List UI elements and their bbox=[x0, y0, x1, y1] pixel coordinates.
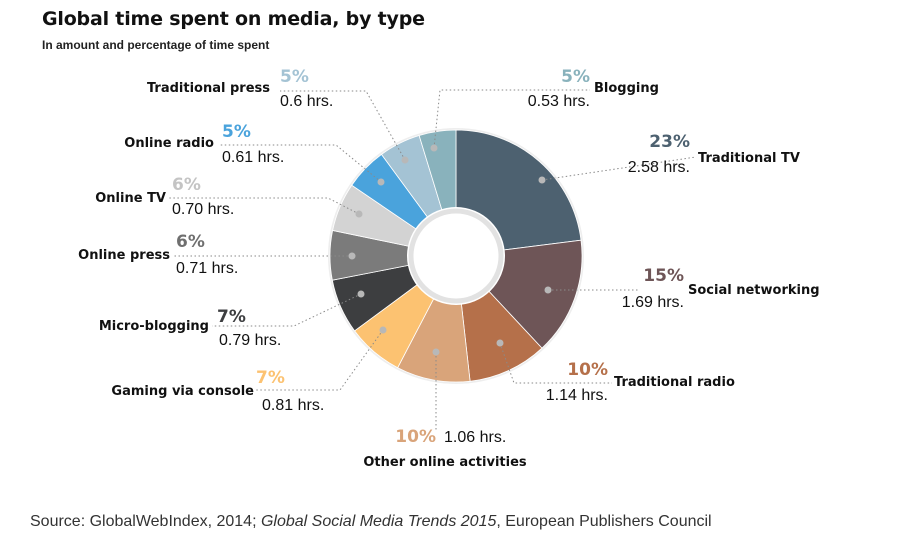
category-label-online-radio: Online radio bbox=[124, 136, 214, 151]
pct-label-other-online-activities: 10% bbox=[395, 427, 436, 447]
chart-title: Global time spent on media, by type bbox=[42, 8, 425, 30]
category-label-social-networking: Social networking bbox=[688, 283, 820, 298]
pct-label-traditional-tv: 23% bbox=[649, 132, 690, 152]
hours-label-online-tv: 0.70 hrs. bbox=[172, 201, 234, 218]
hours-label-online-radio: 0.61 hrs. bbox=[222, 149, 284, 166]
leader-traditional-press bbox=[280, 90, 406, 161]
category-label-blogging: Blogging bbox=[594, 81, 659, 96]
marker-other-online-activities bbox=[432, 348, 440, 356]
hours-label-other-online-activities: 1.06 hrs. bbox=[444, 429, 506, 446]
source-report-title: Global Social Media Trends 2015 bbox=[260, 513, 497, 530]
pct-label-online-press: 6% bbox=[176, 232, 205, 252]
donut-chart: 23% 2.58 hrs. Traditional TV 15% 1.69 hrs. So… bbox=[78, 67, 820, 470]
source-prefix: Source: GlobalWebIndex, 2014; bbox=[30, 513, 261, 530]
source-publisher: , European Publishers Council bbox=[496, 513, 712, 530]
category-label-gaming-via-console: Gaming via console bbox=[111, 384, 254, 399]
category-label-traditional-press: Traditional press bbox=[147, 81, 270, 96]
hours-label-traditional-tv: 2.58 hrs. bbox=[628, 159, 690, 176]
marker-online-radio bbox=[377, 178, 385, 186]
category-label-online-press: Online press bbox=[78, 248, 170, 263]
marker-micro-blogging bbox=[357, 290, 365, 298]
marker-social-networking bbox=[544, 286, 552, 294]
chart-subtitle: In amount and percentage of time spent bbox=[42, 38, 270, 52]
donut-hole bbox=[407, 207, 505, 305]
marker-traditional-tv bbox=[538, 176, 546, 184]
marker-blogging bbox=[430, 144, 438, 152]
hours-label-traditional-press: 0.6 hrs. bbox=[280, 93, 333, 110]
hours-label-gaming-via-console: 0.81 hrs. bbox=[262, 397, 324, 414]
hours-label-blogging: 0.53 hrs. bbox=[528, 93, 590, 110]
leader-gaming-via-console bbox=[256, 329, 384, 391]
marker-gaming-via-console bbox=[379, 326, 387, 334]
marker-online-tv bbox=[355, 210, 363, 218]
pct-label-online-tv: 6% bbox=[172, 175, 201, 195]
marker-online-press bbox=[348, 252, 356, 260]
category-label-online-tv: Online TV bbox=[95, 191, 166, 206]
pct-label-blogging: 5% bbox=[561, 67, 590, 87]
pct-label-traditional-press: 5% bbox=[280, 67, 309, 87]
hours-label-online-press: 0.71 hrs. bbox=[176, 260, 238, 277]
pct-label-traditional-radio: 10% bbox=[567, 360, 608, 380]
category-label-traditional-tv: Traditional TV bbox=[698, 151, 800, 166]
hours-label-micro-blogging: 0.79 hrs. bbox=[219, 332, 281, 349]
hours-label-social-networking: 1.69 hrs. bbox=[622, 294, 684, 311]
marker-traditional-press bbox=[401, 156, 409, 164]
category-label-micro-blogging: Micro-blogging bbox=[99, 319, 209, 334]
category-label-traditional-radio: Traditional radio bbox=[614, 375, 735, 390]
pct-label-micro-blogging: 7% bbox=[217, 307, 246, 327]
pct-label-online-radio: 5% bbox=[222, 122, 251, 142]
category-label-other-online-activities: Other online activities bbox=[363, 455, 527, 470]
source-note: Source: GlobalWebIndex, 2014; Global Soc… bbox=[30, 513, 712, 531]
leader-micro-blogging bbox=[212, 293, 362, 327]
pct-label-social-networking: 15% bbox=[643, 266, 684, 286]
donut-hole-ring bbox=[408, 208, 504, 304]
hours-label-traditional-radio: 1.14 hrs. bbox=[546, 387, 608, 404]
marker-traditional-radio bbox=[496, 339, 504, 347]
pct-label-gaming-via-console: 7% bbox=[256, 368, 285, 388]
